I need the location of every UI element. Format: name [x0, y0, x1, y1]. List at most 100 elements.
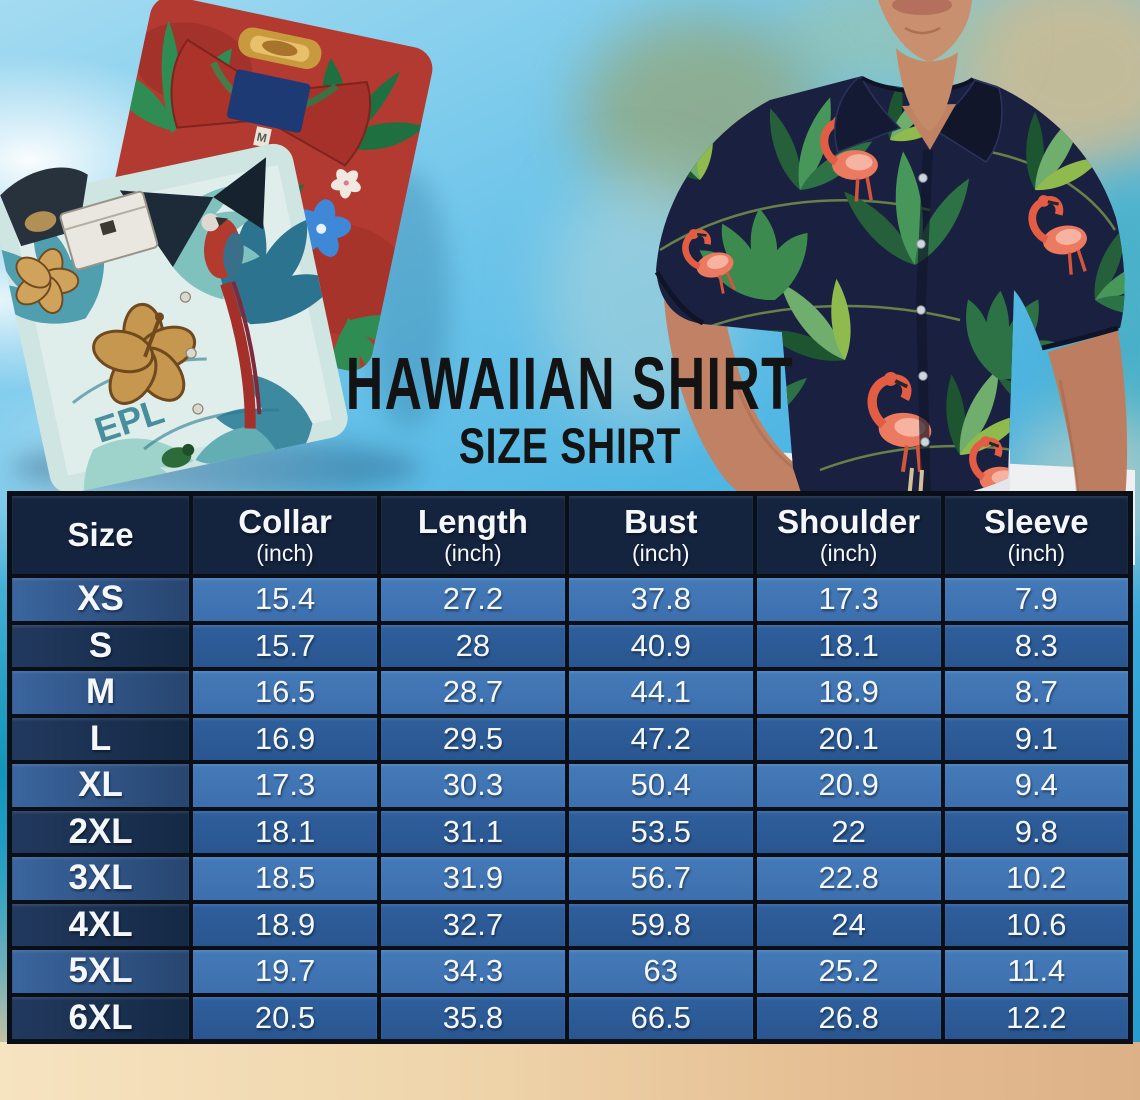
size-tag: [253, 126, 272, 148]
measurement-value-collar: 18.1: [189, 806, 381, 857]
measurement-value-collar: 18.5: [189, 853, 381, 904]
measurement-value-collar: 15.7: [189, 620, 381, 671]
measurement-value-length: 30.3: [376, 760, 569, 811]
measurement-value-length: 29.5: [376, 713, 569, 764]
measurement-value-bust: 53.5: [564, 806, 757, 857]
measurement-value-shoulder: 20.1: [752, 713, 945, 764]
left-arm: [664, 300, 806, 506]
table-row-l: L 16.9 29.5 47.2 20.1 9.1: [7, 713, 1133, 764]
table-row-xl: XL 17.3 30.3 50.4 20.9 9.4: [7, 760, 1133, 811]
measurement-value-sleeve: 7.9: [940, 574, 1133, 625]
measurement-value-shoulder: 26.8: [752, 992, 945, 1044]
size-label: XS: [7, 574, 194, 625]
measurement-value-length: 28.7: [376, 667, 569, 718]
table-row-s: S 15.7 28 40.9 18.1 8.3: [7, 620, 1133, 671]
measurement-value-bust: 66.5: [564, 992, 757, 1044]
size-chart-header: Size Collar (inch) Length (inch) Bust (inch) Sh…: [7, 491, 1133, 578]
measurement-value-length: 28: [376, 620, 569, 671]
teal-shirt-buttons: [179, 291, 204, 415]
measurement-value-shoulder: 18.9: [752, 667, 945, 718]
page-subtitle: SIZE SHIRT: [458, 418, 682, 474]
measurement-value-bust: 50.4: [564, 760, 757, 811]
measurement-value-shoulder: 17.3: [752, 574, 945, 625]
flamingo-shirt: [656, 76, 1125, 507]
column-header-shoulder: Shoulder (inch): [752, 491, 945, 578]
size-label: 3XL: [7, 853, 194, 904]
beach-sand-strip: [0, 1042, 1140, 1100]
measurement-value-length: 35.8: [376, 992, 569, 1044]
model-lips: [892, 0, 952, 15]
measurement-value-sleeve: 9.4: [940, 760, 1133, 811]
table-row-3xl: 3XL 18.5 31.9 56.7 22.8 10.2: [7, 853, 1133, 904]
model-neck: [896, 48, 958, 132]
measurement-value-sleeve: 11.4: [940, 946, 1133, 997]
measurement-value-collar: 16.9: [189, 713, 381, 764]
size-label: XL: [7, 760, 194, 811]
measurement-value-sleeve: 10.6: [940, 899, 1133, 950]
measurement-value-length: 27.2: [376, 574, 569, 625]
measurement-value-bust: 63: [564, 946, 757, 997]
tan-hibiscus: [15, 247, 197, 405]
column-header-sleeve: Sleeve (inch): [940, 491, 1133, 578]
measurement-value-bust: 59.8: [564, 899, 757, 950]
teal-hawaiian-shirt: EPL: [0, 143, 352, 497]
shirt-buttons: [916, 173, 930, 447]
measurement-value-sleeve: 9.1: [940, 713, 1133, 764]
measurement-value-sleeve: 8.3: [940, 620, 1133, 671]
measurement-value-collar: 17.3: [189, 760, 381, 811]
size-label: 5XL: [7, 946, 194, 997]
column-header-length: Length (inch): [376, 491, 569, 578]
size-label: S: [7, 620, 194, 671]
measurement-value-collar: 16.5: [189, 667, 381, 718]
size-label: M: [7, 667, 194, 718]
table-row-m: M 16.5 28.7 44.1 18.9 8.7: [7, 667, 1133, 718]
measurement-value-bust: 40.9: [564, 620, 757, 671]
measurement-value-shoulder: 20.9: [752, 760, 945, 811]
column-header-collar: Collar (inch): [189, 491, 381, 578]
column-header-bust: Bust (inch): [564, 491, 757, 578]
size-label: 4XL: [7, 899, 194, 950]
measurement-value-collar: 19.7: [189, 946, 381, 997]
measurement-value-sleeve: 8.7: [940, 667, 1133, 718]
measurement-value-length: 31.9: [376, 853, 569, 904]
measurement-value-length: 31.1: [376, 806, 569, 857]
measurement-value-bust: 56.7: [564, 853, 757, 904]
table-row-xs: XS 15.4 27.2 37.8 17.3 7.9: [7, 574, 1133, 625]
right-arm: [1048, 330, 1128, 512]
measurement-value-shoulder: 25.2: [752, 946, 945, 997]
table-row-4xl: 4XL 18.9 32.7 59.8 24 10.6: [7, 899, 1133, 950]
measurement-value-bust: 47.2: [564, 713, 757, 764]
table-row-6xl: 6XL 20.5 35.8 66.5 26.8 12.2: [7, 992, 1133, 1044]
column-header-size: Size: [7, 491, 194, 578]
measurement-value-collar: 18.9: [189, 899, 381, 950]
size-tag-letter: M: [256, 130, 269, 146]
parrot-print: [201, 213, 262, 429]
measurement-value-bust: 44.1: [564, 667, 757, 718]
folded-shirts-photo: M: [0, 0, 450, 498]
shirt-collar: [834, 77, 902, 153]
measurement-value-sleeve: 12.2: [940, 992, 1133, 1044]
measurement-value-sleeve: 9.8: [940, 806, 1133, 857]
measurement-value-collar: 15.4: [189, 574, 381, 625]
model-photo: [545, 0, 1140, 570]
size-label: 6XL: [7, 992, 194, 1044]
table-row-5xl: 5XL 19.7 34.3 63 25.2 11.4: [7, 946, 1133, 997]
measurement-value-length: 34.3: [376, 946, 569, 997]
inner-label: [226, 69, 311, 133]
size-label: L: [7, 713, 194, 764]
page-title: HAWAIIAN SHIRT: [345, 342, 795, 425]
measurement-value-shoulder: 18.1: [752, 620, 945, 671]
model-chin: [878, 0, 972, 62]
size-chart-table: Size Collar (inch) Length (inch) Bust (inch) Sh…: [7, 491, 1133, 1044]
measurement-value-sleeve: 10.2: [940, 853, 1133, 904]
measurement-value-shoulder: 24: [752, 899, 945, 950]
measurement-value-collar: 20.5: [189, 992, 381, 1044]
table-row-2xl: 2XL 18.1 31.1 53.5 22 9.8: [7, 806, 1133, 857]
chest-pocket: [59, 190, 159, 271]
measurement-value-shoulder: 22: [752, 806, 945, 857]
measurement-value-shoulder: 22.8: [752, 853, 945, 904]
measurement-value-bust: 37.8: [564, 574, 757, 625]
size-label: 2XL: [7, 806, 194, 857]
measurement-value-length: 32.7: [376, 899, 569, 950]
